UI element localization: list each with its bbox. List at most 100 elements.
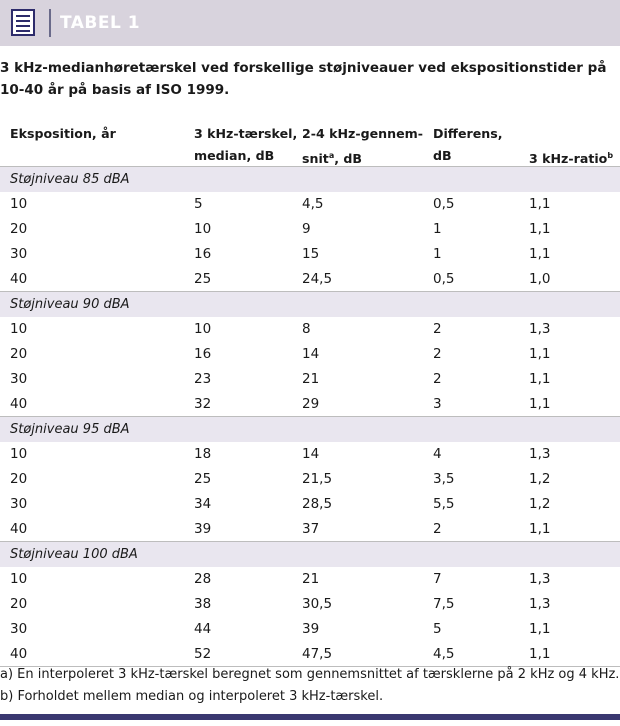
table-cell: 20: [10, 471, 28, 487]
table-cell: 9: [302, 221, 311, 237]
group-label-row: Støjniveau 85 dBA: [0, 167, 620, 192]
table-cell: 7,5: [433, 596, 455, 612]
table-cell: 1,3: [529, 596, 551, 612]
table-cell: 0,5: [433, 271, 455, 287]
table-cell: 1,3: [529, 571, 551, 587]
table-cell: 38: [194, 596, 212, 612]
table-cell: 16: [194, 246, 212, 262]
footnote-a: a) En interpoleret 3 kHz-tærskel beregne…: [0, 667, 620, 682]
group-rule: [0, 666, 620, 667]
table-row: 10 5 4,5 0,5 1,1: [0, 192, 620, 217]
table-row: 20 16 14 2 1,1: [0, 342, 620, 367]
table-cell: 14: [302, 446, 320, 462]
group-label-row: Støjniveau 100 dBA: [0, 542, 620, 567]
table-cell: 1,2: [529, 471, 551, 487]
table-cell: 1,2: [529, 496, 551, 512]
table-cell: 24,5: [302, 271, 333, 287]
table-row: 40 52 47,5 4,5 1,1: [0, 642, 620, 667]
table-cell: 39: [194, 521, 212, 537]
table-cell: 15: [302, 246, 320, 262]
group-label: Støjniveau 85 dBA: [10, 172, 130, 187]
bottom-bar: [0, 714, 620, 720]
table-cell: 29: [302, 396, 320, 412]
table-cell: 44: [194, 621, 212, 637]
table-cell: 30: [10, 621, 28, 637]
table-cell: 5: [433, 621, 442, 637]
col-header-3khz-threshold: 3 kHz-tærskel, median, dB: [194, 126, 298, 163]
table-cell: 40: [10, 646, 28, 662]
header-divider: [49, 9, 51, 37]
table-cell: 25: [194, 271, 212, 287]
table-title: TABEL 1: [60, 13, 141, 33]
table-row: 20 25 21,5 3,5 1,2: [0, 467, 620, 492]
table-cell: 1,1: [529, 521, 551, 537]
table-row: 30 34 28,5 5,5 1,2: [0, 492, 620, 517]
table-cell: 37: [302, 521, 320, 537]
table-row: 30 23 21 2 1,1: [0, 367, 620, 392]
header-rule: [0, 166, 620, 167]
table-cell: 21: [302, 371, 320, 387]
table-cell: 1,1: [529, 246, 551, 262]
group-label: Støjniveau 95 dBA: [10, 422, 130, 437]
table-cell: 30,5: [302, 596, 333, 612]
table-cell: 10: [10, 446, 28, 462]
table-cell: 52: [194, 646, 212, 662]
table-cell: 1,3: [529, 321, 551, 337]
table-row: 20 10 9 1 1,1: [0, 217, 620, 242]
table-cell: 10: [10, 321, 28, 337]
table-cell: 1: [433, 246, 442, 262]
group-rule: [0, 416, 620, 417]
table-cell: 7: [433, 571, 442, 587]
table-cell: 40: [10, 396, 28, 412]
table-header-bar: TABEL 1: [0, 0, 620, 46]
table-cell: 1,1: [529, 221, 551, 237]
table-row: 30 16 15 1 1,1: [0, 242, 620, 267]
table-cell: 1,1: [529, 646, 551, 662]
table-cell: 1,1: [529, 371, 551, 387]
table-cell: 2: [433, 321, 442, 337]
group-label: Støjniveau 90 dBA: [10, 297, 130, 312]
table-cell: 1,1: [529, 196, 551, 212]
col-header-2-4khz-average: 2-4 kHz-gennem- snita, dB: [302, 126, 423, 167]
group-label: Støjniveau 100 dBA: [10, 547, 138, 562]
table-cell: 3,5: [433, 471, 455, 487]
table-row: 10 10 8 2 1,3: [0, 317, 620, 342]
table-row: 20 38 30,5 7,5 1,3: [0, 592, 620, 617]
table-cell: 4: [433, 446, 442, 462]
table-cell: 8: [302, 321, 311, 337]
table-cell: 2: [433, 346, 442, 362]
table-cell: 20: [10, 596, 28, 612]
table-cell: 20: [10, 221, 28, 237]
table-cell: 30: [10, 246, 28, 262]
col-header-exposure: Eksposition, år: [10, 126, 116, 141]
table-row: 40 32 29 3 1,1: [0, 392, 620, 417]
table-cell: 1,3: [529, 446, 551, 462]
table-cell: 1,1: [529, 621, 551, 637]
table-cell: 1,1: [529, 396, 551, 412]
table-cell: 0,5: [433, 196, 455, 212]
table-cell: 3: [433, 396, 442, 412]
table-cell: 5: [194, 196, 203, 212]
table-row: 10 18 14 4 1,3: [0, 442, 620, 467]
table-cell: 1: [433, 221, 442, 237]
group-rule: [0, 541, 620, 542]
table-cell: 2: [433, 371, 442, 387]
table-cell: 5,5: [433, 496, 455, 512]
group-label-row: Støjniveau 95 dBA: [0, 417, 620, 442]
table-cell: 39: [302, 621, 320, 637]
table-cell: 10: [194, 221, 212, 237]
table-row: 30 44 39 5 1,1: [0, 617, 620, 642]
table-cell: 16: [194, 346, 212, 362]
table-row: 40 39 37 2 1,1: [0, 517, 620, 542]
table-cell: 21,5: [302, 471, 333, 487]
table-cell: 10: [10, 571, 28, 587]
footnote-b: b) Forholdet mellem median og interpoler…: [0, 689, 384, 704]
table-cell: 4,5: [302, 196, 324, 212]
table-cell: 28,5: [302, 496, 333, 512]
table-cell: 25: [194, 471, 212, 487]
table-cell: 30: [10, 371, 28, 387]
group-rule: [0, 291, 620, 292]
table-cell: 10: [194, 321, 212, 337]
table-cell: 40: [10, 521, 28, 537]
table-cell: 4,5: [433, 646, 455, 662]
